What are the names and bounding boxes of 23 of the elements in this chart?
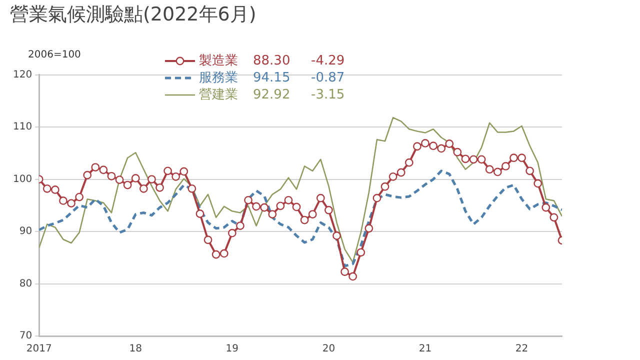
y-tick-label: 100: [12, 174, 32, 185]
annotation: 92.92: [253, 87, 290, 102]
y-tick-label: 90: [19, 226, 32, 238]
y-axis-title: 2006=100: [28, 49, 81, 60]
annotation: -3.15: [311, 87, 345, 102]
legend-label: 製造業: [199, 53, 238, 68]
y-tick-label: 120: [12, 69, 32, 80]
y-tick-label: 80: [19, 278, 32, 290]
x-tick-label: 18: [129, 344, 142, 355]
x-tick-label: 21: [418, 344, 432, 355]
x-tick-label: 2017: [26, 344, 52, 355]
legend-label: 營建業: [199, 87, 238, 102]
y-tick-label: 70: [19, 330, 32, 342]
annotation: -0.87: [311, 70, 345, 86]
annotation: 94.15: [253, 70, 290, 86]
chart-title: 營業氣候測驗點(2022年6月): [10, 3, 256, 26]
text: 88.30: [253, 53, 290, 68]
x-tick-label: 20: [322, 344, 336, 355]
x-tick-label: 22: [515, 344, 528, 355]
text: -4.29: [311, 53, 345, 68]
legend-label: 服務業: [199, 70, 238, 86]
y-tick-label: 110: [12, 122, 32, 133]
x-tick-label: 19: [226, 344, 239, 355]
